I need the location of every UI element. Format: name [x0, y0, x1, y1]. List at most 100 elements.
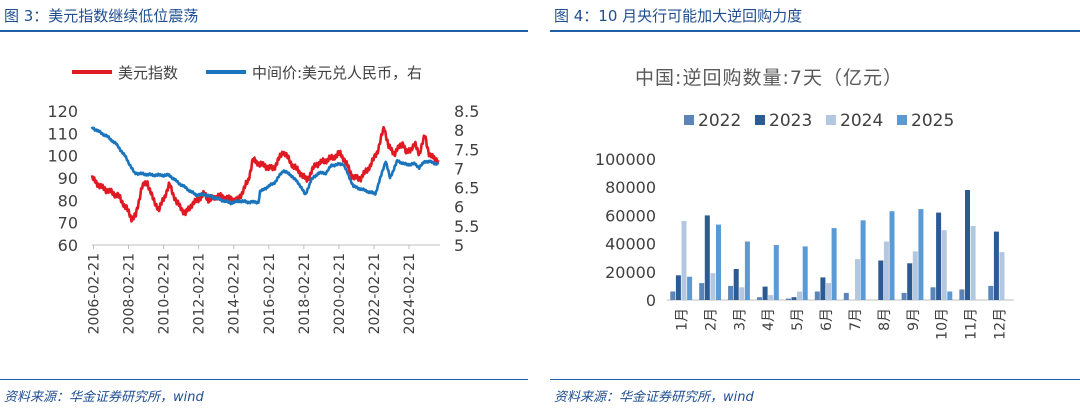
bar-2022	[699, 283, 705, 300]
x-tick-label: 2012-02-21	[192, 253, 208, 334]
series-line-1	[90, 125, 440, 223]
reverse-repo-bar-chart: 中国:逆回购数量:7天（亿元） 2022 2023 2024 2025 100000 8…	[595, 67, 1014, 340]
bar-2022	[988, 285, 994, 300]
legend-label-1: 美元指数	[118, 64, 178, 82]
bar-2022	[901, 292, 907, 300]
left-legend: 美元指数 中间价:美元兑人民币，右	[72, 64, 422, 82]
left-y-tick-label: 100	[47, 147, 78, 166]
right-bars	[670, 190, 1005, 300]
right-legend: 2022 2023 2024 2025	[684, 111, 954, 131]
bar-2024	[855, 259, 860, 300]
right-y-tick-label: 6	[454, 198, 464, 217]
right-top-rule	[550, 30, 1080, 32]
bar-2024	[941, 230, 947, 300]
bar-2023	[936, 212, 942, 300]
right-source-note: 资料来源：华金证券研究所，wind	[554, 390, 754, 405]
left-figure-title: 图 3：美元指数继续低位震荡	[4, 7, 199, 25]
y-tick-label: 40000	[605, 235, 656, 254]
legend-swatch-2024	[826, 115, 836, 125]
y-tick-label: 20000	[605, 263, 656, 282]
left-top-rule	[0, 30, 528, 32]
right-axes: 100000 80000 60000 40000 20000 0 1月 2月 3月 4月 5月 6月 7…	[595, 150, 1014, 340]
bar-2022	[757, 297, 762, 300]
left-figure-panel: 图 3：美元指数继续低位震荡 美元指数 中间价:美元兑人民币，右 120 110 10…	[0, 0, 528, 410]
x-tick-label: 2010-02-21	[157, 253, 173, 334]
bar-2023	[675, 275, 681, 300]
bar-2024	[999, 252, 1005, 300]
left-y-tick-label: 70	[58, 214, 78, 233]
bar-2024	[797, 291, 803, 300]
bar-2022	[728, 285, 734, 300]
left-y-tick-label: 80	[58, 191, 78, 210]
legend-label-2022: 2022	[698, 111, 741, 131]
x-tick-label: 2014-02-21	[227, 253, 243, 334]
left-y-tick-label: 90	[58, 169, 78, 188]
x-tick-label: 4月	[761, 308, 777, 331]
right-y-tick-label: 5	[454, 236, 464, 255]
left-y-tick-label: 120	[47, 102, 78, 121]
bar-2025	[687, 276, 693, 300]
x-tick-label: 10月	[935, 308, 951, 340]
right-bottom-rule	[550, 379, 1080, 380]
left-bottom-rule	[0, 379, 528, 380]
legend-label-2025: 2025	[911, 111, 954, 131]
x-tick-label: 2016-02-21	[262, 253, 278, 334]
bar-2025	[802, 246, 808, 300]
bar-2022	[814, 291, 820, 300]
bar-2024	[768, 295, 774, 300]
right-y-tick-label: 8.5	[454, 102, 479, 121]
left-series-lines	[90, 125, 440, 223]
y-tick-label: 80000	[605, 178, 656, 197]
bar-2022	[785, 298, 791, 300]
left-source-note: 资料来源：华金证券研究所，wind	[4, 390, 204, 405]
bar-2024	[739, 287, 745, 300]
x-tick-label: 8月	[877, 308, 893, 331]
usd-index-line-chart: 美元指数 中间价:美元兑人民币，右 120 110 100 90 80 70 60 8.587.…	[47, 64, 479, 334]
legend-swatch-2022	[684, 115, 694, 125]
legend-label-2: 中间价:美元兑人民币，右	[252, 64, 422, 82]
bar-2023	[733, 269, 739, 300]
x-tick-label: 2024-02-21	[402, 253, 418, 334]
bar-2024	[826, 283, 831, 300]
bar-2024	[710, 273, 716, 300]
bar-2025	[773, 245, 779, 300]
x-tick-label: 2018-02-21	[297, 253, 313, 334]
bar-2025	[947, 291, 953, 300]
x-tick-label: 2006-02-21	[86, 253, 102, 334]
bar-2023	[878, 260, 884, 300]
bar-2024	[912, 251, 918, 300]
bar-2025	[860, 220, 866, 300]
bar-2023	[820, 277, 826, 300]
legend-label-2023: 2023	[769, 111, 812, 131]
bar-2024	[883, 241, 889, 300]
bar-2022	[670, 291, 676, 300]
left-axes: 120 110 100 90 80 70 60 8.587.576.565.55 2006-02…	[47, 102, 479, 334]
bar-2025	[744, 241, 750, 300]
chart-title: 中国:逆回购数量:7天（亿元）	[635, 67, 903, 89]
y-tick-label: 0	[646, 291, 656, 310]
bar-2025	[889, 211, 895, 300]
x-tick-label: 2月	[703, 308, 719, 331]
y-tick-label: 60000	[605, 206, 656, 225]
bar-2023	[791, 297, 797, 300]
x-tick-label: 1月	[674, 308, 690, 331]
x-tick-label: 9月	[906, 308, 922, 331]
right-y-tick-label: 7.5	[454, 140, 479, 159]
bar-2024	[681, 221, 687, 300]
x-tick-label: 12月	[993, 308, 1009, 340]
left-y-tick-label: 60	[58, 236, 78, 255]
bar-2023	[907, 263, 913, 300]
right-y-tick-label: 7	[454, 159, 464, 178]
series-line-2	[90, 126, 440, 206]
x-tick-label: 7月	[848, 308, 864, 331]
right-figure-panel: 图 4：10 月央行可能加大逆回购力度 中国:逆回购数量:7天（亿元） 2022…	[550, 0, 1080, 410]
bar-2022	[843, 292, 849, 300]
legend-swatch-2023	[755, 115, 765, 125]
bar-2023	[762, 286, 768, 300]
legend-swatch-2025	[897, 115, 907, 125]
right-y-tick-label: 5.5	[454, 217, 479, 236]
x-tick-label: 2022-02-21	[367, 253, 383, 334]
right-y-tick-label: 8	[454, 121, 464, 140]
x-tick-label: 2020-02-21	[332, 253, 348, 334]
bar-2022	[959, 289, 965, 300]
